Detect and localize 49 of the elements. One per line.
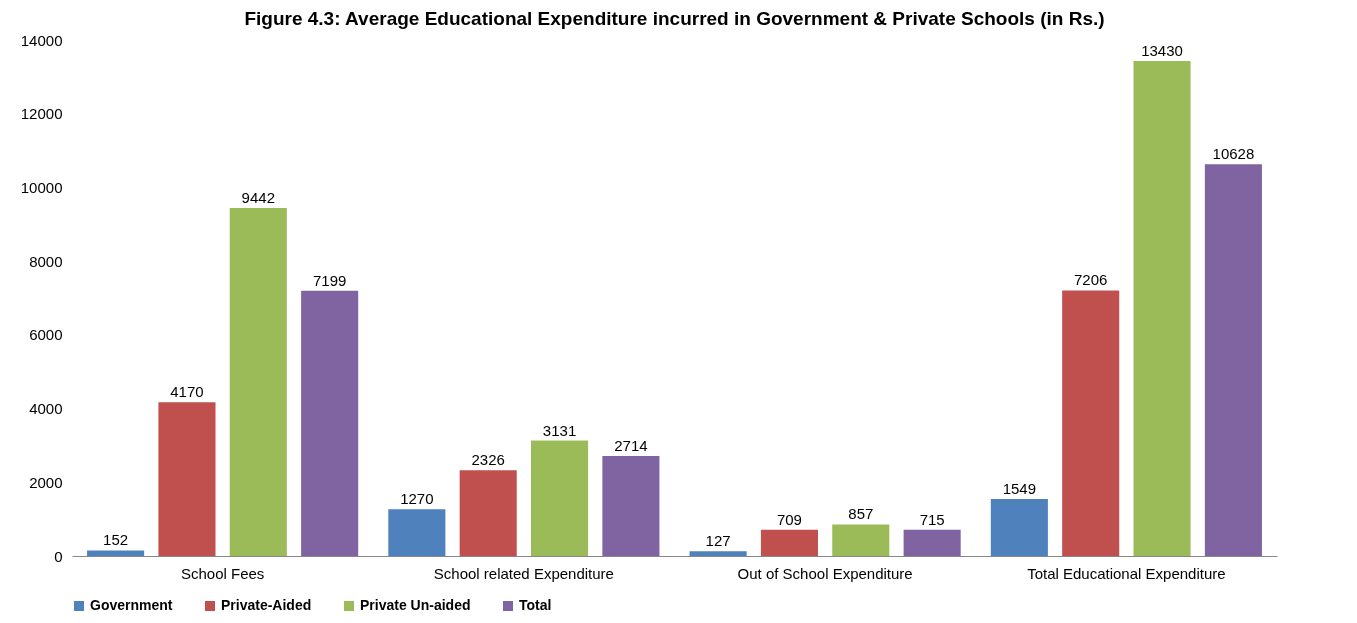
data-label: 709 [776,510,802,528]
bar [602,455,660,556]
bar [990,498,1048,556]
data-label: 4170 [170,383,204,401]
legend-label: Private-Aided [221,597,312,613]
data-label: 9442 [241,188,275,206]
bar [87,550,145,556]
legend-label: Government [90,597,173,613]
bar [832,524,890,556]
data-label: 10628 [1212,145,1255,163]
legend-label: Private Un-aided [360,597,471,613]
bar [903,529,961,556]
data-label: 152 [103,531,129,549]
y-tick-label: 8000 [29,252,63,270]
data-label: 1549 [1002,479,1037,497]
x-tick-label: Total Educational Expenditure [1027,564,1226,582]
x-tick-label: School Fees [180,564,265,582]
y-tick-label: 6000 [29,326,63,344]
bar [229,207,287,556]
bar [689,551,747,556]
bar [531,440,589,556]
bar [760,529,818,556]
data-label: 715 [919,510,945,528]
y-tick-label: 10000 [20,178,63,196]
bar [301,290,359,556]
bar [158,402,216,556]
data-label: 3131 [542,421,577,439]
x-tick-label: School related Expenditure [433,564,614,582]
y-tick-label: 0 [54,547,63,565]
y-tick-label: 2000 [29,473,63,491]
data-label: 13430 [1141,42,1183,60]
y-tick-label: 4000 [29,400,63,418]
data-label: 1270 [400,490,434,508]
data-label: 7199 [312,271,347,289]
x-tick-label: Out of School Expenditure [737,564,913,582]
bar [1062,290,1120,556]
data-label: 7206 [1074,271,1108,289]
bar [1133,61,1191,556]
data-label: 857 [848,505,874,523]
bar [388,509,446,556]
bar [1204,164,1262,556]
y-tick-label: 12000 [20,105,63,123]
data-label: 2326 [471,451,505,469]
data-label: 2714 [614,436,648,454]
data-label: 127 [705,532,731,550]
chart-title: Figure 4.3: Average Educational Expenditure incurred in Government & Private Schools (in Rs.) [244,8,1105,29]
bar [459,470,517,556]
legend-label: Total [519,597,552,613]
y-tick-label: 14000 [20,31,63,49]
